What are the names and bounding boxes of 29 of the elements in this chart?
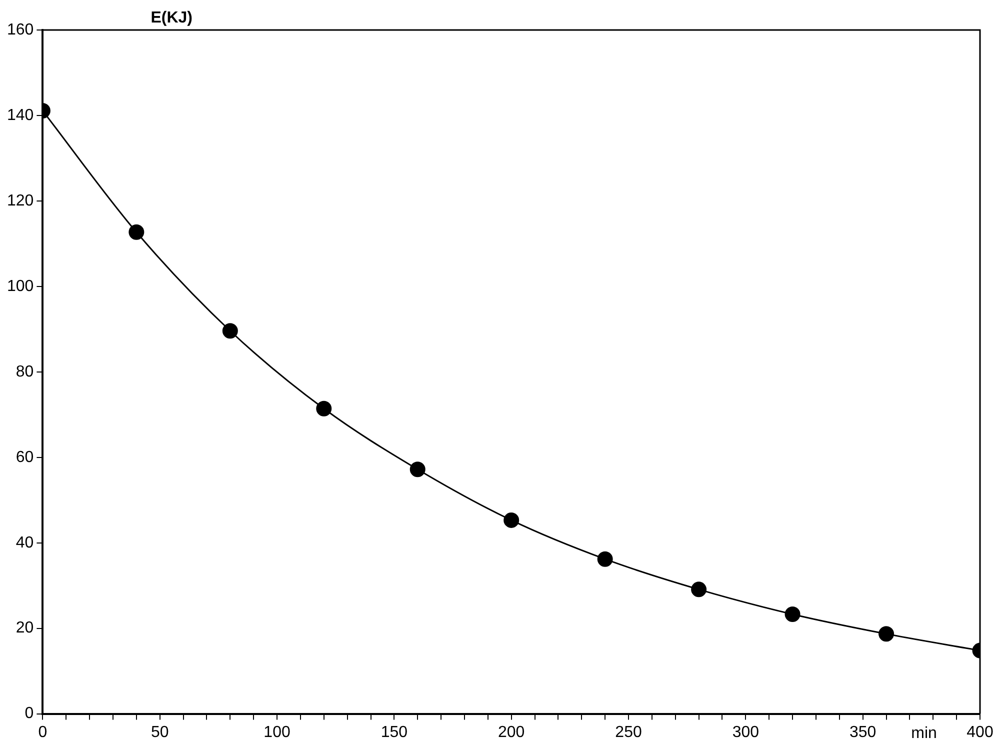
point — [784, 606, 800, 622]
x-tick-label: 100 — [264, 724, 290, 741]
y-tick-label: 140 — [6, 106, 34, 124]
x-tick-label: 0 — [38, 724, 48, 741]
y-axis-title: E(KJ) — [150, 9, 192, 26]
y-tick-label: 80 — [16, 363, 34, 380]
point — [878, 626, 894, 642]
x-tick-label: 200 — [498, 724, 525, 741]
y-tick-label: 40 — [16, 534, 34, 552]
point — [504, 512, 520, 528]
point — [410, 462, 426, 478]
y-tick-label: 160 — [6, 21, 34, 38]
x-tick-label: 300 — [732, 724, 760, 741]
point — [691, 582, 707, 598]
x-tick-label: 150 — [380, 724, 408, 741]
x-tick-label: 400 — [966, 724, 994, 741]
y-tick-label: 0 — [24, 705, 34, 722]
x-tick-label: 50 — [150, 724, 169, 741]
x-tick-label: 250 — [615, 724, 642, 741]
x-tick-label: 350 — [849, 724, 876, 741]
y-tick-label: 120 — [6, 192, 34, 210]
point — [128, 224, 144, 240]
x-axis-title: min — [911, 725, 937, 742]
point — [222, 323, 238, 339]
point — [316, 400, 332, 416]
point — [597, 551, 613, 567]
y-tick-label: 60 — [16, 448, 34, 466]
y-tick-label: 20 — [16, 620, 34, 637]
y-tick-label: 100 — [6, 278, 34, 295]
